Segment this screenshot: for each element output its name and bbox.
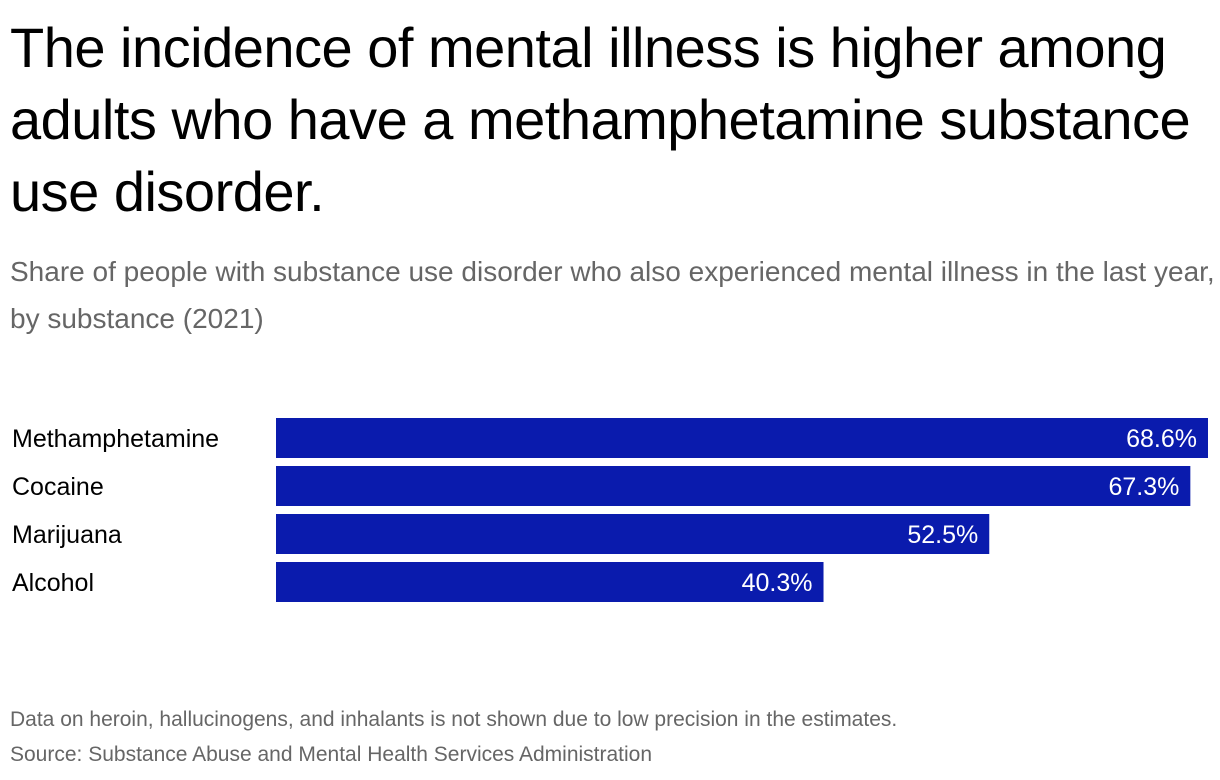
- category-label: Marijuana: [12, 521, 122, 549]
- category-label: Cocaine: [12, 473, 104, 501]
- chart-title: The incidence of mental illness is highe…: [10, 16, 1191, 223]
- bar: [276, 562, 824, 602]
- value-label: 40.3%: [742, 569, 813, 597]
- chart-subtitle: Share of people with substance use disor…: [10, 256, 1215, 334]
- bar-chart: Methamphetamine 68.6% Cocaine 67.3% Marijuan…: [12, 418, 1208, 602]
- value-label: 67.3%: [1108, 473, 1179, 501]
- value-label: 68.6%: [1126, 425, 1197, 453]
- source-note: Source: Substance Abuse and Mental Healt…: [10, 743, 653, 766]
- footnote: Data on heroin, hallucinogens, and inhal…: [10, 708, 898, 731]
- category-label: Methamphetamine: [12, 425, 219, 453]
- bar: [276, 514, 990, 554]
- bar: [276, 466, 1191, 506]
- bar: [276, 418, 1208, 458]
- value-label: 52.5%: [907, 521, 978, 549]
- category-label: Alcohol: [12, 569, 94, 597]
